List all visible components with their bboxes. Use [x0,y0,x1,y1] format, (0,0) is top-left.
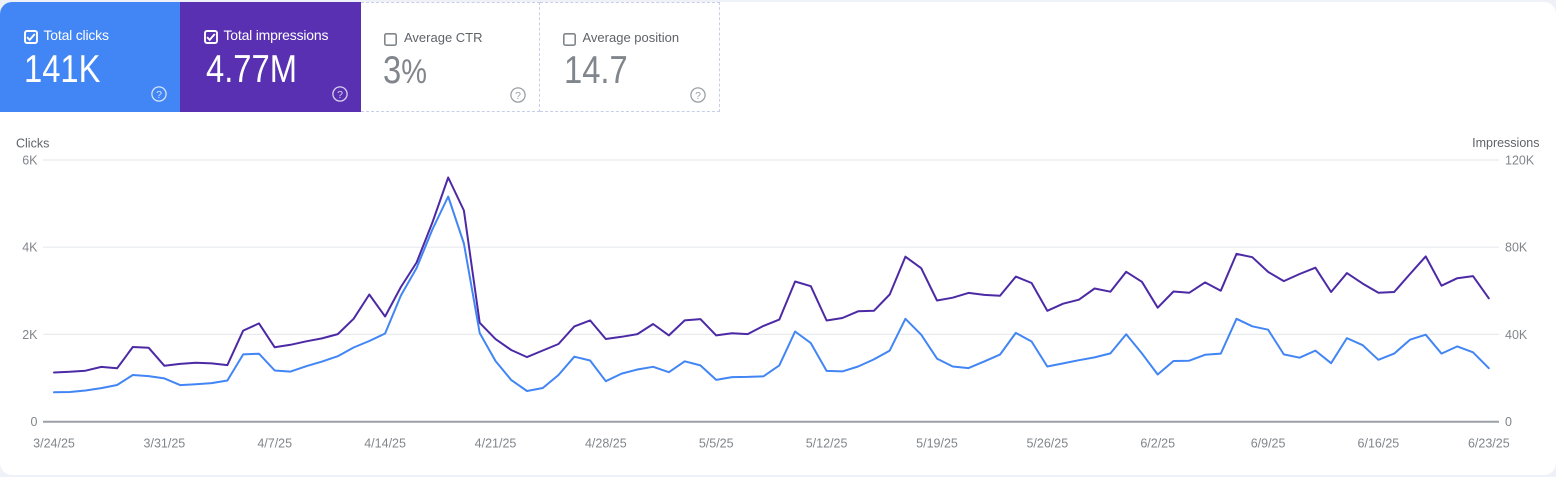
svg-text:Impressions: Impressions [1472,136,1539,150]
svg-text:3/31/25: 3/31/25 [144,437,186,451]
svg-text:?: ? [156,88,162,100]
svg-text:6/16/25: 6/16/25 [1358,437,1400,451]
svg-text:6/9/25: 6/9/25 [1251,437,1286,451]
svg-text:0: 0 [1505,415,1512,429]
svg-text:2K: 2K [22,328,38,342]
svg-text:4/21/25: 4/21/25 [475,437,517,451]
svg-text:40K: 40K [1505,328,1528,342]
svg-text:6/23/25: 6/23/25 [1468,437,1510,451]
svg-text:4/14/25: 4/14/25 [364,437,406,451]
svg-text:5/12/25: 5/12/25 [806,437,848,451]
svg-text:?: ? [337,88,343,100]
svg-text:120K: 120K [1505,153,1535,167]
svg-text:5/19/25: 5/19/25 [916,437,958,451]
svg-text:4K: 4K [22,241,38,255]
svg-text:5/26/25: 5/26/25 [1026,437,1068,451]
svg-text:Clicks: Clicks [16,137,49,151]
svg-text:4/28/25: 4/28/25 [585,437,627,451]
svg-text:4/7/25: 4/7/25 [257,437,292,451]
svg-text:5/5/25: 5/5/25 [699,437,734,451]
svg-text:3/24/25: 3/24/25 [33,437,75,451]
svg-text:6K: 6K [22,153,38,167]
svg-text:0: 0 [31,415,38,429]
svg-text:6/2/25: 6/2/25 [1140,437,1175,451]
svg-text:?: ? [515,89,521,101]
svg-text:80K: 80K [1505,241,1528,255]
svg-text:?: ? [695,89,701,101]
